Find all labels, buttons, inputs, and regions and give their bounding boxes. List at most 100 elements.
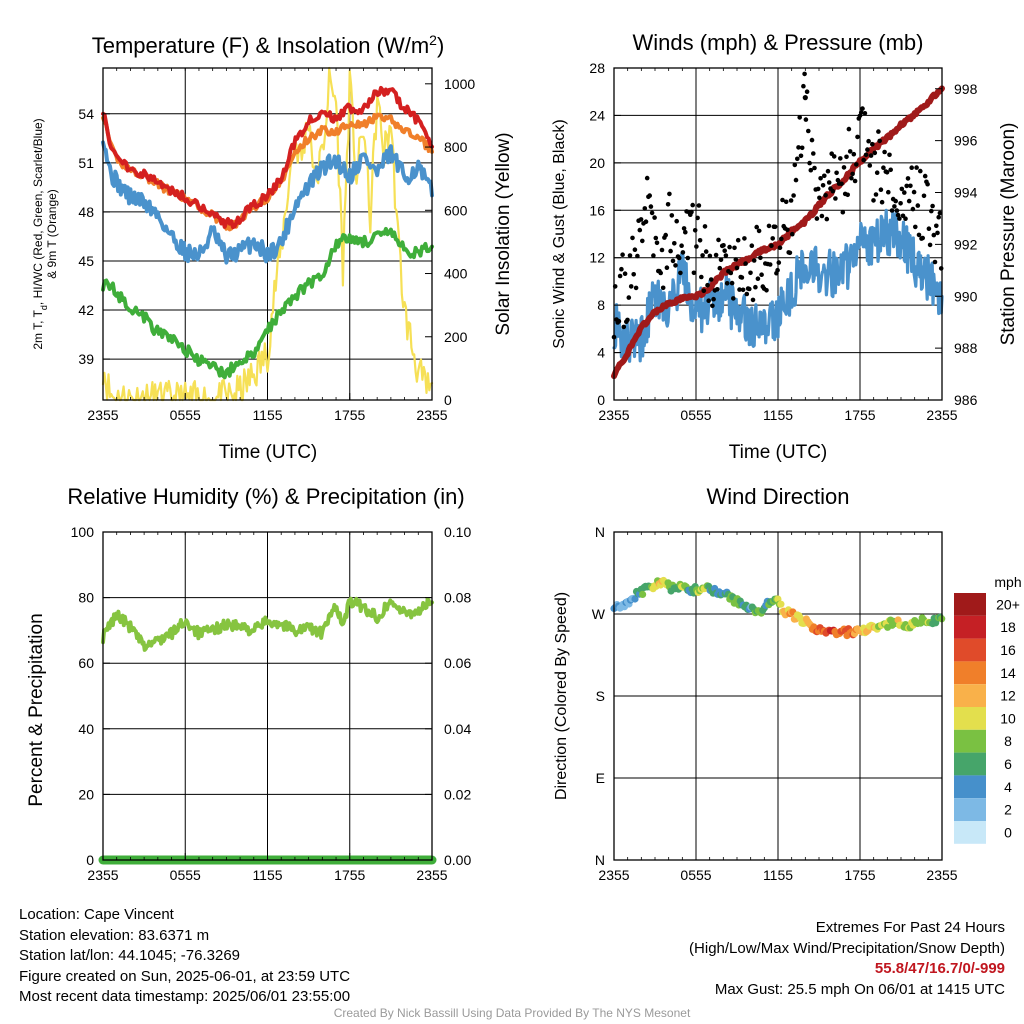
gust-point xyxy=(873,192,879,197)
gust-point xyxy=(753,284,758,290)
gust-point xyxy=(783,199,789,205)
humidity-y-tick-label: 40 xyxy=(78,721,94,737)
colorbar-label: 8 xyxy=(1004,733,1012,749)
gust-point xyxy=(617,273,623,279)
gust-point xyxy=(664,265,670,271)
winds-y2-tick-label: 988 xyxy=(954,340,978,356)
humidity-y2-tick-label: 0.08 xyxy=(444,590,471,606)
gust-point xyxy=(867,163,873,168)
gust-point xyxy=(690,202,695,208)
temp-x-tick-label: 1155 xyxy=(252,407,282,423)
gust-point xyxy=(862,111,868,116)
winds-y-tick-label: 16 xyxy=(589,202,605,218)
gust-point xyxy=(902,190,907,195)
gust-point xyxy=(820,183,826,188)
gust-point xyxy=(638,217,644,222)
winds-y2-tick-label: 986 xyxy=(954,392,978,408)
direction-x-tick-label: 1755 xyxy=(844,867,875,883)
gust-point xyxy=(660,285,666,291)
gust-point xyxy=(734,265,740,271)
gust-point xyxy=(863,152,869,158)
colorbar-swatch xyxy=(954,775,986,799)
winds-y-tick-label: 20 xyxy=(589,155,605,171)
gust-point xyxy=(855,134,860,140)
gust-point xyxy=(854,162,859,167)
humidity-x-tick-label: 2355 xyxy=(87,867,118,883)
gust-point xyxy=(876,129,881,134)
gust-point xyxy=(676,255,682,261)
gust-point xyxy=(845,192,850,198)
gust-point xyxy=(913,224,918,230)
gust-point xyxy=(659,247,665,253)
temp-y-tick-label: 42 xyxy=(78,302,94,318)
credit-line: Created By Nick Bassill Using Data Provi… xyxy=(333,1006,691,1020)
temperature-line xyxy=(101,85,434,230)
gust-point xyxy=(861,157,866,163)
gust-point xyxy=(713,252,719,258)
gust-point xyxy=(803,117,809,122)
gust-point xyxy=(918,168,923,174)
gust-point xyxy=(850,171,855,177)
figure-created: Figure created on Sun, 2025-06-01, at 23… xyxy=(19,967,351,985)
relative-humidity-line xyxy=(101,596,434,652)
gust-point xyxy=(793,177,799,183)
gust-point xyxy=(759,272,764,278)
gust-point xyxy=(894,208,900,213)
gust-point xyxy=(878,187,884,192)
colorbar-swatch xyxy=(954,615,986,639)
gust-point xyxy=(916,232,922,238)
gust-point xyxy=(882,149,887,155)
gust-point xyxy=(886,189,891,195)
gust-point xyxy=(756,228,762,234)
colorbar: mph 20+ 18 16 14 12 10 8 6 4 2 0 xyxy=(954,574,1022,844)
gust-point xyxy=(825,168,831,174)
direction-x-tick-label: 2355 xyxy=(598,867,629,883)
gust-point xyxy=(830,188,836,194)
gust-point xyxy=(785,227,790,233)
gust-point xyxy=(893,198,898,204)
gust-point xyxy=(694,244,699,249)
gust-point xyxy=(865,147,870,152)
gust-point xyxy=(718,257,724,263)
max-gust: Max Gust: 25.5 mph On 06/01 at 1415 UTC xyxy=(714,980,1005,998)
gust-point xyxy=(743,261,748,266)
colorbar-swatch xyxy=(954,684,986,707)
direction-ylabel: Direction (Colored By Speed) xyxy=(553,592,570,800)
extremes-subtitle: (High/Low/Max Wind/Precipitation/Snow De… xyxy=(689,939,1005,957)
gust-point xyxy=(678,270,683,276)
colorbar-title: mph xyxy=(994,574,1021,590)
colorbar-label: 18 xyxy=(1000,619,1016,635)
gust-point xyxy=(847,149,853,154)
gust-point xyxy=(749,243,755,248)
gust-point xyxy=(695,215,700,221)
gust-point xyxy=(701,288,707,294)
gust-point xyxy=(849,175,854,181)
winds-y-tick-label: 8 xyxy=(597,297,605,313)
temp-y-tick-label: 48 xyxy=(78,204,94,220)
gust-point xyxy=(870,141,875,147)
heat-index-line xyxy=(101,226,434,380)
station-latlon: Station lat/lon: 44.1045; -76.3269 xyxy=(19,947,241,964)
gust-point xyxy=(680,250,686,255)
winds-xlabel: Time (UTC) xyxy=(729,442,828,463)
wind-direction-point xyxy=(639,590,647,599)
gust-point xyxy=(770,236,775,241)
gust-point xyxy=(621,324,627,330)
winds-y2-tick-label: 990 xyxy=(954,288,978,304)
humidity-axes: 2355 0555 1155 1755 23550204060801000.000.02… xyxy=(71,524,472,883)
direction-y-tick-label: S xyxy=(596,688,605,704)
temp-x-tick-label: 1755 xyxy=(334,407,365,423)
gust-point xyxy=(652,215,657,220)
gust-point xyxy=(732,245,737,251)
temp-y2-tick-label: 600 xyxy=(444,202,468,218)
gust-point xyxy=(628,284,634,289)
humidity-x-tick-label: 2355 xyxy=(416,867,447,883)
gust-point xyxy=(626,295,632,300)
gust-point xyxy=(823,193,828,198)
gust-point xyxy=(884,170,890,175)
temp-y2-tick-label: 200 xyxy=(444,329,468,345)
temp-y-tick-label: 39 xyxy=(78,351,94,367)
gust-point xyxy=(887,152,892,158)
